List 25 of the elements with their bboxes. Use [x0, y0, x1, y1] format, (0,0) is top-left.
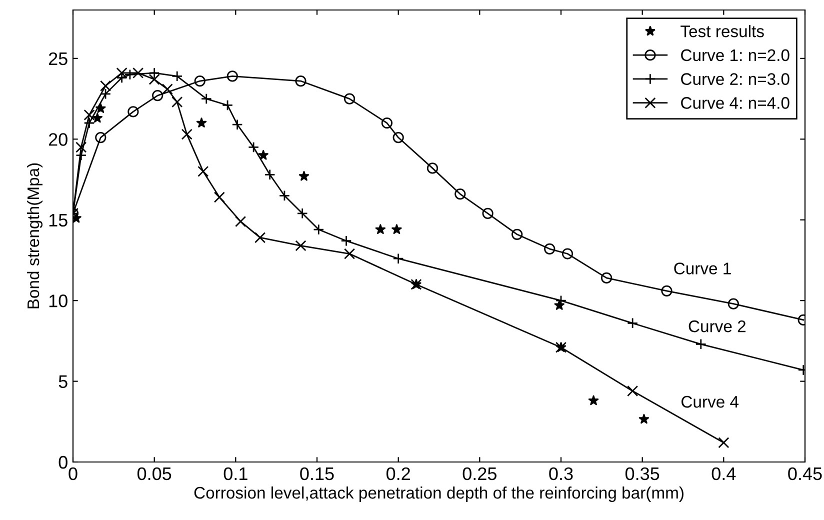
legend-label: Test results	[680, 25, 764, 38]
x-tick-label: 0.45	[788, 467, 822, 480]
x-tick-label: 0.25	[462, 467, 496, 480]
y-tick-label: 15	[49, 214, 68, 227]
x-tick-label: 0.1	[224, 467, 248, 480]
x-tick-label: 0.15	[300, 467, 334, 480]
legend-label: Curve 2: n=3.0	[681, 73, 790, 85]
y-axis-title: Bond strength(Mpa)	[26, 163, 42, 308]
y-tick-label: 25	[48, 52, 68, 66]
annotation: Curve 1	[674, 262, 731, 274]
annotation: Curve 4	[682, 396, 739, 408]
annotation: Curve 2	[688, 320, 746, 332]
y-tick-label: 20	[48, 133, 68, 146]
x-tick-label: 0	[68, 467, 78, 480]
y-tick-label: 5	[58, 375, 68, 388]
x-tick-label: 0.05	[137, 467, 172, 480]
x-tick-label: 0.4	[712, 467, 736, 480]
y-tick-label: 10	[49, 294, 68, 308]
x-tick-label: 0.35	[625, 467, 660, 480]
legend-label: Curve 1: n=2.0	[681, 49, 790, 62]
x-axis-title: Corrosion level,attack penetration depth of the reinforcing bar(mm)	[194, 486, 684, 502]
legend-label: Curve 4: n=4.0	[681, 97, 790, 109]
x-tick-label: 0.2	[386, 467, 410, 480]
x-tick-label: 0.3	[549, 467, 573, 480]
y-tick-label: 0	[58, 456, 68, 469]
